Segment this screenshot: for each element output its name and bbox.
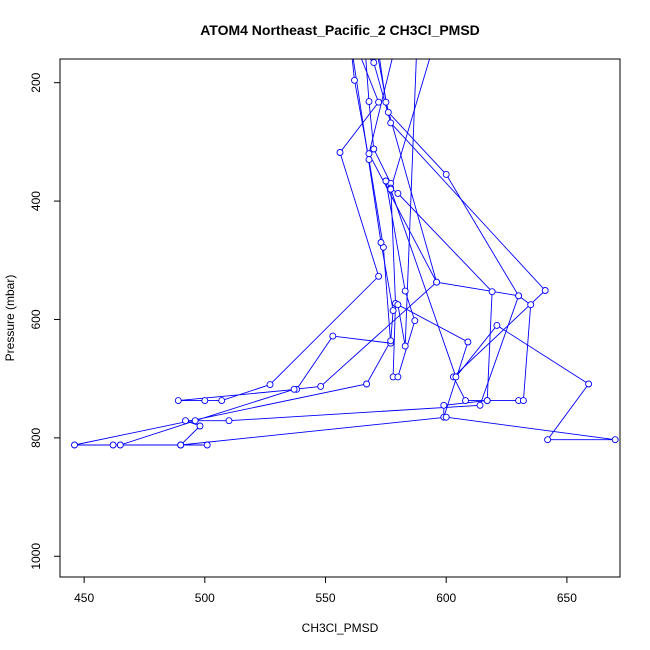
x-axis: 450 500 550 600 650 <box>74 576 577 605</box>
data-point <box>442 170 450 178</box>
data-point <box>611 436 619 444</box>
data-point <box>182 417 189 425</box>
x-axis-label: CH3Cl_PMSD <box>302 621 379 635</box>
data-point <box>541 287 549 294</box>
plot-lines <box>74 59 616 446</box>
data-point <box>317 382 325 390</box>
x-tick-label: 500 <box>195 591 215 605</box>
data-point <box>464 338 472 346</box>
data-point <box>116 441 124 449</box>
y-tick-label: 800 <box>29 428 43 448</box>
x-tick-label: 650 <box>557 591 577 605</box>
data-point <box>177 441 185 449</box>
series-line-4 <box>368 59 532 418</box>
data-point <box>476 401 484 409</box>
data-point <box>488 288 496 296</box>
data-point <box>196 422 204 430</box>
data-point <box>365 150 373 158</box>
data-point <box>519 397 527 405</box>
data-point <box>544 436 552 444</box>
y-axis-label: Pressure (mbar) <box>3 275 17 362</box>
data-point <box>266 381 274 389</box>
data-point <box>203 441 211 449</box>
data-point <box>370 145 378 153</box>
data-point <box>370 59 378 67</box>
data-point <box>483 397 491 405</box>
chart-title: ATOM4 Northeast_Pacific_2 CH3Cl_PMSD <box>200 22 480 38</box>
data-point <box>462 397 469 405</box>
data-point <box>375 98 383 106</box>
data-point <box>387 337 395 345</box>
data-point <box>218 397 226 405</box>
data-point <box>365 98 373 106</box>
data-point <box>351 76 358 84</box>
x-tick-label: 550 <box>316 591 336 605</box>
y-tick-label: 400 <box>29 191 43 211</box>
data-point <box>365 156 373 164</box>
data-point <box>401 342 409 350</box>
data-point <box>363 380 371 388</box>
plot-frame <box>59 58 621 578</box>
y-axis: 200 400 600 800 1000 <box>29 72 61 570</box>
data-point <box>394 373 402 381</box>
data-point <box>411 317 419 325</box>
data-point <box>515 292 523 300</box>
data-point <box>377 239 385 246</box>
data-point <box>387 119 395 127</box>
data-point <box>109 441 117 449</box>
x-tick-label: 600 <box>436 591 456 605</box>
series-line-1 <box>178 59 392 402</box>
data-point <box>387 185 395 193</box>
data-point <box>493 321 501 329</box>
data-point <box>191 417 199 425</box>
data-point <box>71 441 78 449</box>
data-point <box>354 44 360 50</box>
data-point <box>394 189 402 197</box>
data-point <box>527 301 535 309</box>
data-point <box>440 401 448 409</box>
data-point <box>201 397 209 405</box>
x-tick-label: 450 <box>74 591 94 605</box>
data-point <box>433 278 441 286</box>
data-point <box>585 380 593 388</box>
plot-points <box>71 44 619 449</box>
data-point <box>401 287 409 295</box>
data-point <box>389 307 397 315</box>
y-tick-label: 1000 <box>29 543 43 570</box>
y-tick-label: 600 <box>29 309 43 329</box>
data-point <box>394 301 402 309</box>
data-point <box>384 108 392 116</box>
data-point <box>336 149 344 156</box>
y-tick-label: 200 <box>29 72 43 92</box>
data-point <box>452 373 460 381</box>
data-point <box>375 272 383 280</box>
data-point <box>225 417 233 425</box>
data-point <box>174 397 182 405</box>
data-point <box>290 385 298 393</box>
data-point <box>442 413 450 421</box>
series-line-5 <box>179 59 616 446</box>
data-point <box>382 177 390 185</box>
series-line-3 <box>74 59 438 446</box>
data-point <box>329 332 337 340</box>
data-point <box>382 98 390 106</box>
